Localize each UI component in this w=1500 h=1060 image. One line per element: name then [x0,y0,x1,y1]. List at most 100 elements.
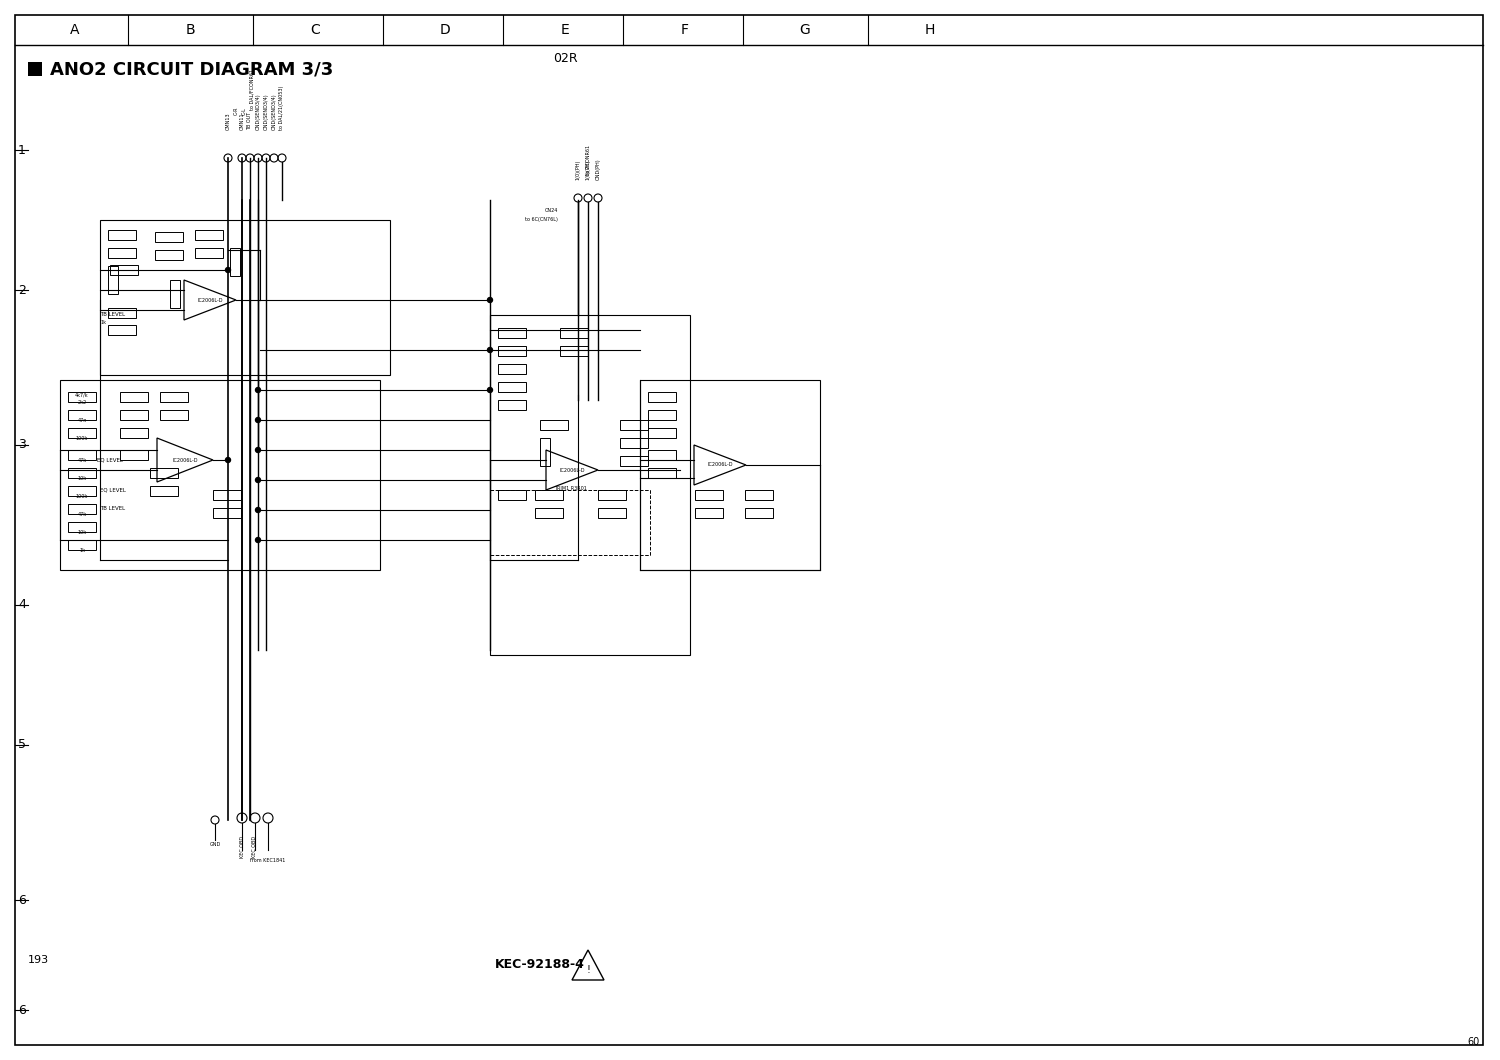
Bar [498,328,526,338]
Text: E: E [561,23,570,37]
Text: TB LEVEL: TB LEVEL [100,506,126,511]
Bar [620,438,648,448]
Text: GND: GND [210,843,220,848]
Text: TB OUT: TB OUT [248,112,252,130]
Bar [150,469,178,478]
Text: 10k: 10k [78,530,87,534]
Text: to 6C(CN76L): to 6C(CN76L) [525,217,558,223]
Text: IC2006L-D: IC2006L-D [198,298,222,302]
Bar [540,438,550,466]
Bar [68,540,96,550]
Text: OND(SEND3/4): OND(SEND3/4) [272,93,276,130]
Bar [498,346,526,356]
Bar [598,508,625,518]
Bar [648,410,676,420]
Bar [68,410,96,420]
Circle shape [488,298,492,302]
Bar [230,248,240,276]
Bar [648,392,676,402]
Text: IC2006L-D: IC2006L-D [708,462,732,467]
Bar [68,392,96,402]
Text: 100k: 100k [76,494,88,498]
Text: 100k: 100k [76,436,88,441]
Text: F: F [681,23,688,37]
Text: 02R: 02R [552,52,578,65]
Text: CMN11: CMN11 [240,112,244,130]
Bar [110,265,138,275]
Text: OND(SEND3/4): OND(SEND3/4) [255,93,261,130]
Bar [648,428,676,438]
Text: TRIM1 R3R01: TRIM1 R3R01 [554,485,586,491]
Bar [490,490,650,555]
Bar [694,508,723,518]
Bar [195,248,223,258]
Bar [640,379,821,570]
Bar [160,410,188,420]
Bar [108,266,118,294]
Bar [60,379,380,570]
Bar [120,450,148,460]
Bar [28,61,42,76]
Bar [598,490,625,500]
Bar [68,522,96,532]
Bar [108,248,136,258]
Bar [120,428,148,438]
Bar [536,508,562,518]
Bar [68,469,96,478]
Text: !: ! [586,965,590,975]
Text: D: D [440,23,450,37]
Text: KEC-92188-4: KEC-92188-4 [495,958,585,972]
Text: CN24: CN24 [544,208,558,212]
Text: C: C [310,23,320,37]
Circle shape [255,418,261,423]
Text: EQ LEVEL: EQ LEVEL [100,488,126,493]
Bar [498,400,526,410]
Circle shape [255,477,261,482]
Text: 47k: 47k [78,458,87,462]
Bar [498,490,526,500]
Bar [108,230,136,240]
Text: 6: 6 [18,894,26,906]
Circle shape [488,348,492,353]
Circle shape [225,267,231,272]
Bar [160,392,188,402]
Text: B: B [184,23,195,37]
Bar [498,364,526,374]
Bar [213,490,242,500]
Bar [108,325,136,335]
Circle shape [255,537,261,543]
Text: 6: 6 [18,1004,26,1017]
Text: KEC OBD: KEC OBD [252,836,258,858]
Text: 1: 1 [18,143,26,157]
Text: 2: 2 [18,283,26,297]
Text: to DAL/FCONR61: to DAL/FCONR61 [249,69,255,110]
Circle shape [488,388,492,392]
Bar [540,420,568,430]
Bar [68,504,96,514]
Text: 1(0)(PH): 1(0)(PH) [585,160,591,180]
Bar [150,485,178,496]
Circle shape [255,447,261,453]
Text: H: H [926,23,934,37]
Text: 47k: 47k [78,512,87,516]
Text: to 2CONR61: to 2CONR61 [585,145,591,175]
Bar [560,346,588,356]
Bar [68,428,96,438]
Text: IC2006L-D: IC2006L-D [172,458,198,462]
Bar [100,220,390,375]
Text: 193: 193 [28,955,50,965]
Text: C-L: C-L [242,107,246,114]
Circle shape [225,458,231,462]
Bar [490,315,690,655]
Text: 3: 3 [18,439,26,452]
Text: 4k7/k: 4k7/k [75,392,88,398]
Text: 1k: 1k [80,548,86,552]
Bar [154,250,183,260]
Bar [746,508,772,518]
Text: 5: 5 [18,739,26,752]
Bar [154,232,183,242]
Bar [68,450,96,460]
Bar [620,420,648,430]
Text: CMN13: CMN13 [225,112,231,130]
Text: OND(PH): OND(PH) [596,158,600,180]
